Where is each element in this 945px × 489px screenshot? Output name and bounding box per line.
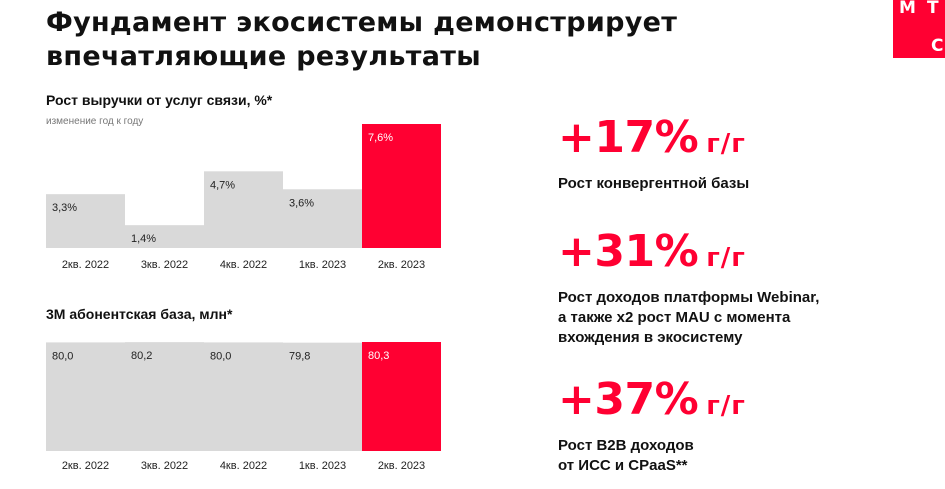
- kpi-b2b-value: +37% г/г: [558, 376, 746, 430]
- revenue-growth-chart: 3,3% 2кв. 2022 1,4% 3кв. 2022 4,7% 4кв. 2022 3…: [46, 124, 441, 271]
- kpi-webinar-number: +31%: [558, 226, 699, 277]
- revenue-data-label: 1,4%: [131, 233, 156, 245]
- subscriber-bar: [46, 342, 125, 451]
- kpi-b2b: +37% г/г Рост B2B доходов от ИСС и CPaaS*…: [558, 376, 746, 476]
- revenue-data-label: 3,3%: [52, 202, 77, 214]
- subscriber-bar: [283, 342, 362, 451]
- subscriber-base-chart: 80,0 2кв. 2022 80,2 3кв. 2022 80,0 4кв. 2022 7…: [46, 342, 441, 472]
- subscriber-tick-label: 2кв. 2022: [62, 460, 109, 472]
- logo-letter-m: М: [899, 0, 916, 18]
- revenue-bar: [204, 171, 283, 248]
- kpi-b2b-unit: г/г: [706, 391, 746, 421]
- kpi-webinar-unit: г/г: [706, 243, 746, 273]
- kpi-b2b-desc: Рост B2B доходов от ИСС и CPaaS**: [558, 436, 746, 476]
- kpi-b2b-desc-line-2: от ИСС и CPaaS**: [558, 457, 688, 474]
- revenue-tick-label: 2кв. 2022: [62, 259, 109, 271]
- subscriber-data-label: 79,8: [289, 351, 310, 363]
- revenue-chart-subtitle: изменение год к году: [46, 116, 144, 127]
- subscriber-tick-label: 3кв. 2022: [141, 460, 188, 472]
- page-title: Фундамент экосистемы демонстрирует впеча…: [46, 6, 677, 74]
- revenue-bar: [46, 194, 125, 248]
- revenue-data-label: 7,6%: [368, 132, 393, 144]
- kpi-b2b-desc-line-1: Рост B2B доходов: [558, 437, 694, 454]
- revenue-bar: [283, 189, 362, 248]
- logo-letter-t: Т: [927, 0, 939, 18]
- revenue-tick-label: 1кв. 2023: [299, 259, 346, 271]
- kpi-convergent-number: +17%: [558, 112, 699, 163]
- kpi-webinar-value: +31% г/г: [558, 228, 819, 282]
- revenue-data-label: 3,6%: [289, 197, 314, 209]
- subscriber-tick-label: 2кв. 2023: [378, 460, 425, 472]
- page-title-line-1: Фундамент экосистемы демонстрирует: [46, 7, 678, 38]
- mts-logo: М Т С: [893, 0, 945, 58]
- kpi-convergent-value: +17% г/г: [558, 114, 749, 168]
- kpi-webinar-desc: Рост доходов платформы Webinar, а также …: [558, 288, 819, 348]
- subscriber-data-label: 80,0: [210, 350, 231, 362]
- subscriber-data-label: 80,2: [131, 350, 152, 362]
- revenue-tick-label: 3кв. 2022: [141, 259, 188, 271]
- kpi-convergent-desc: Рост конвергентной базы: [558, 174, 749, 194]
- subscriber-bar: [204, 342, 283, 451]
- kpi-webinar-desc-line-2: а также х2 рост MAU с момента: [558, 309, 791, 326]
- kpi-convergent-unit: г/г: [706, 129, 746, 159]
- revenue-bar: [125, 225, 204, 248]
- kpi-webinar-desc-line-3: вхождения в экосистему: [558, 329, 743, 346]
- revenue-chart-title: Рост выручки от услуг связи, %*: [46, 92, 273, 108]
- subscriber-chart-title: 3М абонентская база, млн*: [46, 306, 233, 322]
- kpi-convergent: +17% г/г Рост конвергентной базы: [558, 114, 749, 194]
- revenue-data-label: 4,7%: [210, 179, 235, 191]
- kpi-b2b-number: +37%: [558, 374, 699, 425]
- subscriber-tick-label: 1кв. 2023: [299, 460, 346, 472]
- subscriber-tick-label: 4кв. 2022: [220, 460, 267, 472]
- kpi-webinar: +31% г/г Рост доходов платформы Webinar, …: [558, 228, 819, 348]
- subscriber-bar: [125, 342, 204, 451]
- page-title-line-2: впечатляющие результаты: [46, 41, 481, 72]
- logo-letter-s: С: [931, 36, 944, 56]
- kpi-webinar-desc-line-1: Рост доходов платформы Webinar,: [558, 289, 820, 306]
- subscriber-data-label: 80,3: [368, 350, 389, 362]
- subscriber-bar: [362, 342, 441, 451]
- kpi-convergent-desc-line: Рост конвергентной базы: [558, 175, 750, 192]
- revenue-bar: [362, 124, 441, 248]
- subscriber-data-label: 80,0: [52, 350, 73, 362]
- revenue-tick-label: 4кв. 2022: [220, 259, 267, 271]
- revenue-tick-label: 2кв. 2023: [378, 259, 425, 271]
